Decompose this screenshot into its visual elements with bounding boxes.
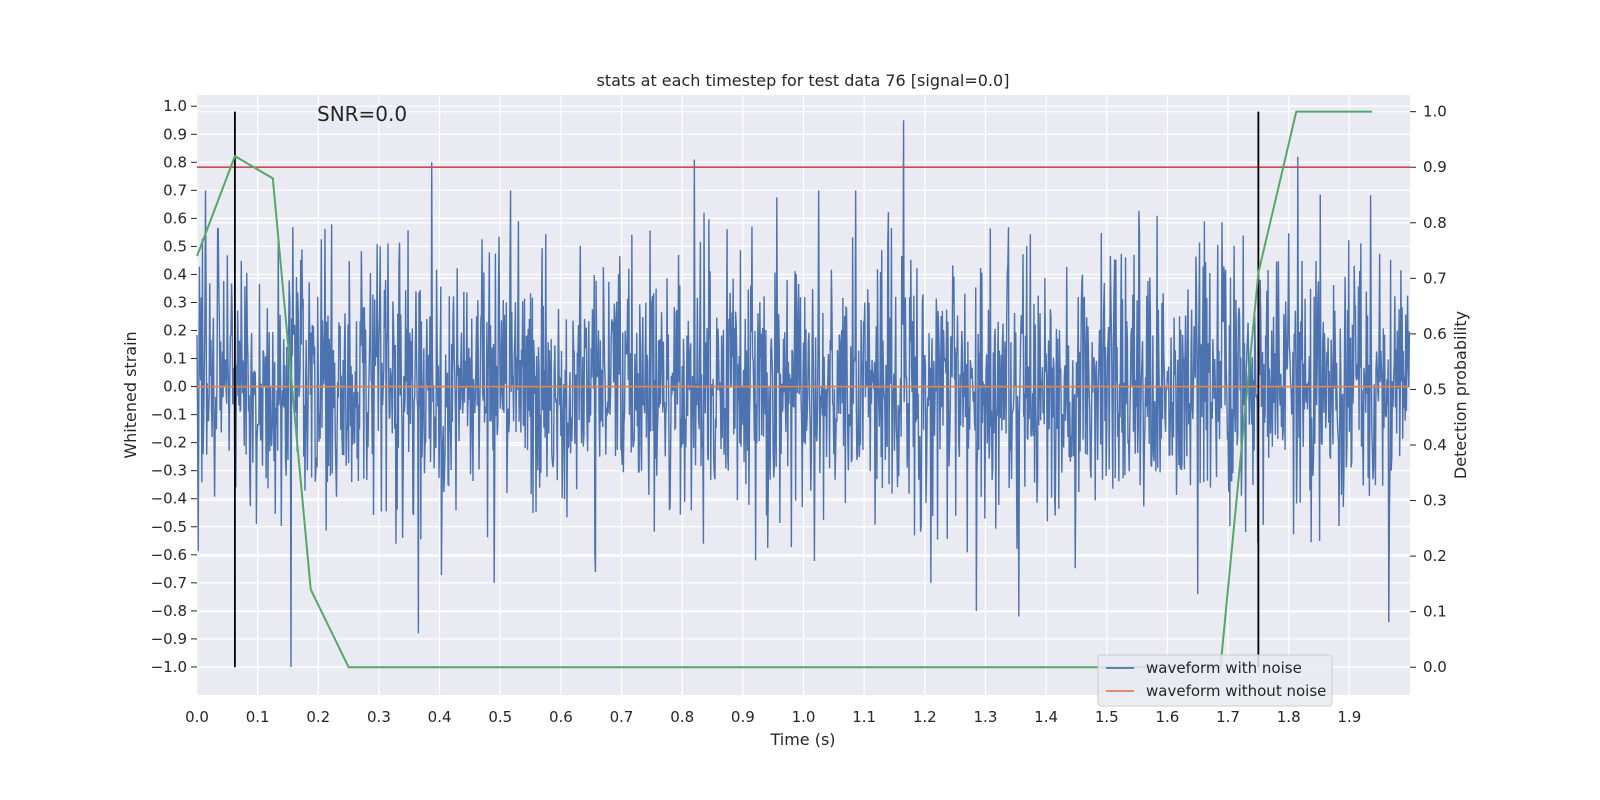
x-tick-label: 1.1 [852, 708, 876, 726]
chart-title: stats at each timestep for test data 76 … [597, 71, 1010, 90]
y-tick-label: −0.1 [151, 406, 187, 424]
y-tick-label: −0.9 [151, 630, 187, 648]
y-tick-label: 0.4 [163, 265, 187, 283]
x-tick-label: 1.7 [1216, 708, 1240, 726]
x-tick-label: 0.4 [428, 708, 452, 726]
tick-labels: 0.0 0.1 0.2 0.3 0.4 0.5 0.6 0.7 0.8 0.9 1.0 1.1 1.2 1… [151, 97, 1447, 726]
x-tick-label: 0.6 [549, 708, 573, 726]
x-tick-label: 1.0 [792, 708, 816, 726]
y-tick-label: 0.6 [163, 209, 187, 227]
y2-axis-label: Detection probability [1451, 311, 1470, 479]
legend-label-clean: waveform without noise [1146, 682, 1326, 700]
x-tick-label: 0.3 [367, 708, 391, 726]
y2-tick-label: 0.5 [1423, 380, 1447, 398]
y-tick-label: 0.7 [163, 181, 187, 199]
x-tick-label: 1.6 [1155, 708, 1179, 726]
y2-tick-label: 0.8 [1423, 214, 1447, 232]
y-tick-label: −1.0 [151, 658, 187, 676]
x-tick-label: 0.0 [185, 708, 209, 726]
legend-label-noisy: waveform with noise [1146, 659, 1302, 677]
marker-lines [234, 111, 1260, 668]
y-tick-label: −0.4 [151, 490, 187, 508]
y-tick-label: −0.3 [151, 462, 187, 480]
y-tick-label: −0.7 [151, 574, 187, 592]
x-tick-label: 0.5 [488, 708, 512, 726]
y-tick-label: −0.5 [151, 518, 187, 536]
y2-tick-label: 0.7 [1423, 269, 1447, 287]
snr-annotation: SNR=0.0 [317, 102, 407, 126]
x-tick-label: 0.8 [670, 708, 694, 726]
y2-tick-label: 0.0 [1423, 658, 1447, 676]
y-tick-label: 0.1 [163, 350, 187, 368]
x-tick-label: 1.8 [1277, 708, 1301, 726]
y2-tick-label: 0.2 [1423, 547, 1447, 565]
y2-tick-label: 0.9 [1423, 158, 1447, 176]
y-axis-label: Whitened strain [121, 331, 140, 458]
y2-tick-label: 1.0 [1423, 103, 1447, 121]
x-tick-label: 1.9 [1337, 708, 1361, 726]
y-tick-label: 0.2 [163, 322, 187, 340]
x-tick-label: 0.1 [246, 708, 270, 726]
x-tick-label: 1.2 [913, 708, 937, 726]
x-axis-label: Time (s) [769, 730, 835, 749]
y-tick-label: −0.2 [151, 434, 187, 452]
y-tick-label: 0.0 [163, 378, 187, 396]
x-tick-label: 1.4 [1034, 708, 1058, 726]
legend-box [1097, 654, 1333, 707]
waveform-with-noise-line [196, 120, 1411, 667]
x-tick-label: 0.9 [731, 708, 755, 726]
x-tick-label: 1.3 [974, 708, 998, 726]
y2-tick-label: 0.1 [1423, 603, 1447, 621]
y-tick-label: −0.6 [151, 546, 187, 564]
y-tick-label: 0.9 [163, 125, 187, 143]
y2-tick-label: 0.6 [1423, 325, 1447, 343]
y-tick-label: 1.0 [163, 97, 187, 115]
series-waveform-with-noise [196, 120, 1411, 667]
y2-tick-label: 0.3 [1423, 492, 1447, 510]
legend: waveform with noise waveform without noi… [1097, 654, 1333, 707]
y-tick-label: 0.8 [163, 153, 187, 171]
y-tick-label: 0.5 [163, 237, 187, 255]
y-tick-label: 0.3 [163, 293, 187, 311]
x-tick-label: 1.5 [1095, 708, 1119, 726]
x-tick-label: 0.2 [306, 708, 330, 726]
y-tick-label: −0.8 [151, 602, 187, 620]
x-tick-label: 0.7 [610, 708, 634, 726]
y2-tick-label: 0.4 [1423, 436, 1447, 454]
